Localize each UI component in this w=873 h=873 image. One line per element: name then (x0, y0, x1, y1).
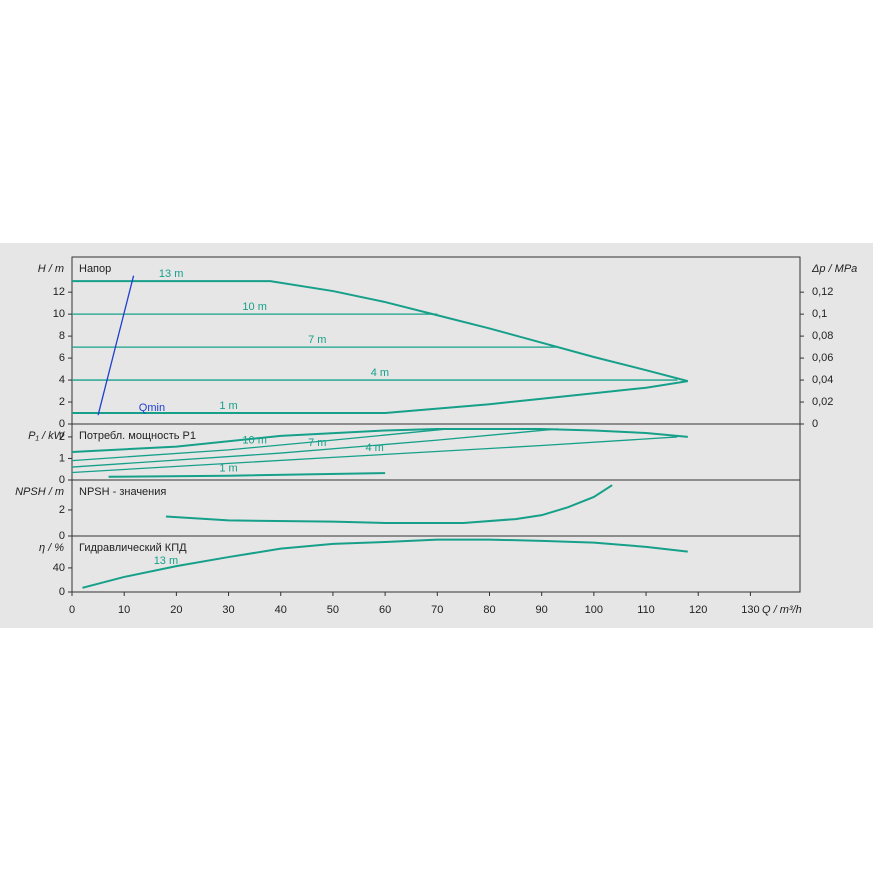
y-tick-label: 10 (53, 308, 65, 320)
y-tick-label: 2 (59, 504, 65, 516)
x-axis-label: Q / m³/h (762, 604, 802, 616)
x-tick-label: 0 (69, 604, 75, 616)
x-tick-label: 110 (637, 604, 655, 616)
panel-title: Гидравлический КПД (79, 542, 187, 554)
x-tick-label: 40 (275, 604, 287, 616)
curve (82, 538, 688, 589)
y-tick-label: 0 (59, 586, 65, 598)
series-label: 4 m (366, 442, 384, 454)
y2-tick-label: 0,08 (812, 330, 833, 342)
y-axis-label: η / % (39, 542, 64, 554)
y-tick-label: 0 (59, 530, 65, 542)
x-tick-label: 50 (327, 604, 339, 616)
panel-title: Потребл. мощность P1 (79, 430, 196, 442)
curve (71, 428, 558, 468)
curve (108, 472, 386, 478)
series-label: Qmin (139, 402, 165, 414)
y-axis-label: H / m (38, 263, 64, 275)
series-label: 7 m (308, 437, 326, 449)
y2-tick-label: 0,04 (812, 374, 833, 386)
curve (71, 428, 448, 462)
y-tick-label: 1 (59, 452, 65, 464)
series-label: 7 m (308, 334, 326, 346)
curve (71, 427, 688, 453)
y2-tick-label: 0,12 (812, 286, 833, 298)
curve (165, 484, 613, 524)
y-tick-label: 40 (53, 562, 65, 574)
y-tick-label: 2 (59, 431, 65, 443)
x-tick-label: 60 (379, 604, 391, 616)
y-axis-label: NPSH / m (15, 486, 64, 498)
series-label: 13 m (154, 555, 178, 567)
y-tick-label: 8 (59, 330, 65, 342)
series-label: 10 m (242, 434, 266, 446)
curve (97, 275, 135, 416)
x-tick-label: 30 (222, 604, 234, 616)
y-tick-label: 2 (59, 396, 65, 408)
x-tick-label: 100 (585, 604, 603, 616)
curve (71, 436, 678, 474)
y-tick-label: 6 (59, 352, 65, 364)
series-label: 1 m (219, 400, 237, 412)
x-tick-label: 90 (536, 604, 548, 616)
y-axis-label: P₁ / kW (28, 430, 65, 442)
x-tick-label: 80 (483, 604, 495, 616)
panel-title: NPSH - значения (79, 486, 166, 498)
y2-tick-label: 0,02 (812, 396, 833, 408)
background (0, 243, 873, 628)
panel-title: Напор (79, 263, 111, 275)
y2-tick-label: 0 (812, 418, 818, 430)
x-tick-label: 70 (431, 604, 443, 616)
x-tick-label: 120 (689, 604, 707, 616)
x-tick-label: 20 (170, 604, 182, 616)
y-tick-label: 4 (59, 374, 65, 386)
plot-frame (71, 535, 801, 593)
y2-tick-label: 0,1 (812, 308, 827, 320)
curve (72, 380, 688, 415)
y-tick-label: 0 (59, 418, 65, 430)
y-tick-label: 12 (53, 286, 65, 298)
y-tick-label: 0 (59, 474, 65, 486)
x-tick-label: 10 (118, 604, 130, 616)
x-tick-label: 130 (741, 604, 759, 616)
series-label: 10 m (242, 301, 266, 313)
y2-axis-label: Δp / MPa (811, 263, 857, 275)
series-label: 1 m (219, 463, 237, 475)
curve (72, 280, 689, 383)
y2-tick-label: 0,06 (812, 352, 833, 364)
series-label: 13 m (159, 268, 183, 280)
series-label: 4 m (371, 367, 389, 379)
